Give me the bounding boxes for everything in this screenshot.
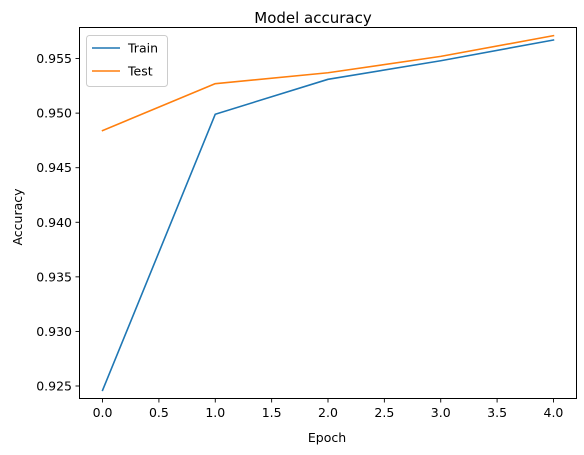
- series-line-train: [101, 39, 555, 392]
- legend-entries: Train Test: [92, 41, 158, 79]
- legend: Train Test: [86, 35, 168, 87]
- y-tick-label: 0.950: [36, 106, 72, 121]
- series-lines: [101, 34, 555, 392]
- x-tick-label: 2.0: [318, 405, 338, 420]
- y-tick-label: 0.930: [36, 324, 72, 339]
- x-tick-label: 3.0: [431, 405, 451, 420]
- x-tick-label: 3.5: [487, 405, 507, 420]
- x-axis-label: Epoch: [308, 430, 346, 445]
- x-tick-label: 1.5: [262, 405, 282, 420]
- x-tick-label: 2.5: [374, 405, 394, 420]
- legend-label-test: Test: [127, 64, 153, 79]
- x-tick-label: 4.0: [544, 405, 564, 420]
- y-tick-label: 0.945: [36, 160, 72, 175]
- x-tick-label: 0.5: [149, 405, 169, 420]
- legend-label-train: Train: [127, 41, 158, 56]
- y-tick-label: 0.940: [36, 215, 72, 230]
- x-axis-ticks: 0.0 0.5 1.0 1.5 2.0 2.5 3.0 3.5 4.0: [93, 398, 564, 420]
- y-axis-label: Accuracy: [10, 188, 25, 246]
- y-axis-ticks: 0.925 0.930 0.935 0.940 0.945 0.950 0.955: [36, 51, 80, 393]
- chart-title: Model accuracy: [254, 9, 372, 27]
- y-tick-label: 0.955: [36, 51, 72, 66]
- x-tick-label: 0.0: [93, 405, 113, 420]
- series-line-test: [101, 34, 555, 132]
- y-tick-label: 0.925: [36, 378, 72, 393]
- x-tick-label: 1.0: [205, 405, 225, 420]
- y-tick-label: 0.935: [36, 269, 72, 284]
